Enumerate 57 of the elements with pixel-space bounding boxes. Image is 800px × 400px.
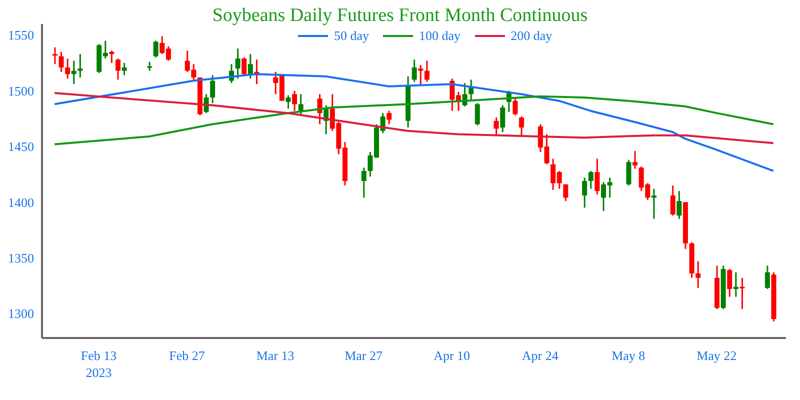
- y-tick-label: 1300: [8, 306, 34, 322]
- x-tick-label: May 8: [612, 348, 646, 363]
- candlestick: [494, 116, 499, 136]
- candlestick: [670, 184, 676, 216]
- candlestick: [594, 158, 600, 196]
- candlestick: [298, 93, 304, 115]
- x-tick-label: May 22: [696, 348, 737, 363]
- y-tick-label: 1450: [8, 139, 34, 154]
- y-tick-label: 1500: [8, 83, 34, 98]
- candlestick: [740, 277, 745, 310]
- candlestick: [58, 51, 64, 73]
- candlestick: [52, 46, 58, 65]
- candlestick: [676, 190, 682, 220]
- candlestick: [632, 150, 638, 170]
- candlestick: [65, 58, 70, 80]
- candlestick: [116, 58, 121, 80]
- candlestick: [696, 260, 701, 289]
- candlestick: [468, 78, 474, 102]
- candlestick: [361, 166, 366, 198]
- candlestick: [210, 74, 216, 104]
- x-tick-label: Feb 13 2023: [80, 348, 117, 380]
- candlestick: [764, 264, 770, 290]
- candlestick: [286, 94, 291, 110]
- candlestick: [474, 102, 480, 126]
- chart-title: Soybeans Daily Futures Front Month Continuous: [211, 5, 589, 27]
- candlestick: [727, 268, 732, 298]
- candlestick: [412, 58, 417, 83]
- x-tick-label: Apr 10: [434, 348, 470, 363]
- candlestick: [626, 159, 632, 186]
- x-tick-label: Mar 13: [256, 348, 294, 363]
- y-tick-label: 1550: [8, 28, 34, 43]
- x-tick-label: Apr 24: [522, 348, 559, 363]
- x-tick-label: Feb 27: [169, 348, 206, 363]
- candlestick: [386, 110, 392, 125]
- candlestick: [71, 60, 76, 85]
- y-tick-label: 1400: [8, 194, 34, 210]
- candlestick: [78, 53, 83, 78]
- legend-label: 50 day: [334, 28, 370, 44]
- candlestick: [512, 96, 518, 116]
- candlestick: [424, 60, 430, 83]
- candlestick: [500, 104, 506, 133]
- candlestick: [582, 176, 588, 208]
- candlestick: [292, 90, 298, 112]
- candlestick: [153, 40, 158, 58]
- line-series: [54, 73, 774, 172]
- candlestick: [242, 56, 247, 76]
- candlestick: [519, 116, 524, 136]
- candlestick: [235, 48, 240, 80]
- legend-label: 200 day: [510, 28, 552, 44]
- y-tick-label: 1350: [8, 250, 34, 266]
- legend-label: 100 day: [419, 28, 461, 44]
- candlestick: [418, 64, 424, 86]
- candlestick: [563, 184, 568, 202]
- candlestick: [588, 170, 594, 190]
- x-tick-label: Mar 27: [344, 348, 384, 363]
- candlestick: [248, 53, 253, 80]
- candlestick: [122, 62, 127, 76]
